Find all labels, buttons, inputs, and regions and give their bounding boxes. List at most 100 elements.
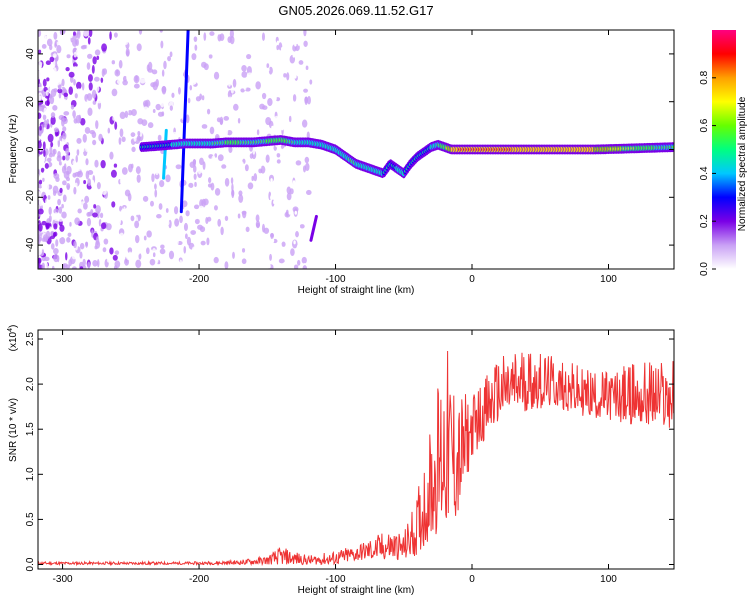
- spectrogram-cell: [130, 215, 135, 222]
- spectrogram-cell: [220, 226, 224, 236]
- spectrogram-cell: [238, 190, 243, 196]
- spectrogram-cell: [297, 41, 301, 46]
- spectrogram-cell: [85, 241, 88, 248]
- spectrogram-y-ticks: -40 -20 0 20 40: [25, 48, 674, 252]
- spectrogram-cell: [82, 133, 87, 143]
- spectrogram-cell: [182, 82, 186, 89]
- spectrogram-cell: [48, 152, 54, 158]
- spectrogram-cell: [100, 160, 106, 169]
- spectrogram-cell: [275, 55, 281, 60]
- spectrogram-cell: [287, 166, 290, 171]
- spectrogram-cell: [206, 102, 210, 109]
- spectrogram-cell: [76, 148, 80, 156]
- y-tick-label: 2.0: [25, 377, 36, 391]
- spectrogram-cell: [65, 79, 71, 86]
- spectrogram-cell: [75, 115, 82, 124]
- spectrogram-cell: [283, 73, 287, 78]
- x-tick-label: -200: [189, 274, 209, 285]
- spectrogram-cell: [224, 215, 229, 221]
- spectrogram-cell: [70, 104, 75, 110]
- spectrogram-cell: [160, 238, 165, 243]
- spectrogram-cell: [276, 153, 281, 158]
- figure-title: GN05.2026.069.11.52.G17: [278, 3, 433, 18]
- spectrogram-cell: [182, 192, 186, 197]
- spectrogram-cell: [127, 247, 133, 254]
- spectrogram-cell: [185, 187, 192, 194]
- spectrogram-cell: [281, 47, 284, 52]
- spectrogram-cell: [301, 256, 307, 264]
- spectrogram-cell: [81, 82, 85, 91]
- spectrogram-cell: [206, 88, 210, 95]
- spectrogram-cell: [74, 217, 80, 226]
- spectrogram-cell: [130, 42, 136, 51]
- spectrogram-cell: [283, 181, 286, 186]
- spectrogram-cell: [101, 189, 107, 195]
- spectrogram-cell: [125, 253, 131, 259]
- spectrogram-cell: [113, 163, 118, 168]
- spectrogram-cell: [84, 195, 90, 204]
- spectrogram-cell: [73, 240, 77, 249]
- spectrogram-cell: [114, 250, 120, 255]
- spectrogram-cell: [40, 167, 45, 173]
- spectrogram-cell: [294, 210, 297, 215]
- spectrogram-cell: [231, 189, 235, 199]
- spectrogram-cell: [275, 97, 281, 102]
- spectrogram-cell: [166, 188, 172, 198]
- spectrogram-cell: [109, 247, 114, 255]
- spectrogram-cell: [108, 139, 114, 144]
- spectrogram-cell: [86, 43, 90, 52]
- spectrogram-cell: [296, 111, 299, 116]
- spectrogram-cell: [248, 196, 255, 203]
- spectrogram-cell: [217, 154, 224, 162]
- spectrogram-cell: [193, 36, 198, 43]
- spectrogram-cell: [271, 30, 274, 34]
- spectrogram-cell: [286, 186, 291, 195]
- colorbar-tick-label: 0.0: [699, 262, 710, 276]
- spectrogram-cell: [142, 129, 147, 138]
- spectrogram-cell: [307, 96, 311, 105]
- spectrogram-cell: [201, 124, 208, 129]
- snr-line: [38, 350, 674, 567]
- x-tick-label: -100: [326, 574, 346, 585]
- spectrogram-cell: [266, 63, 270, 69]
- spectrogram-cell: [38, 208, 44, 215]
- spectrogram-cell: [52, 105, 58, 111]
- spectrogram-cell: [94, 159, 99, 168]
- spectrogram-cell: [238, 194, 244, 203]
- spectrogram-cell: [87, 37, 91, 45]
- spectrogram-cell: [283, 102, 287, 107]
- spectrogram-cell: [288, 115, 292, 123]
- spectrogram-cell: [193, 80, 197, 85]
- spectrogram-cell: [82, 202, 88, 210]
- spectrogram-cell: [72, 172, 77, 178]
- spectrogram-cell: [226, 196, 230, 204]
- spectrogram-cell: [288, 210, 291, 215]
- spectrogram-cell: [112, 44, 117, 53]
- spectrogram-cell: [102, 247, 107, 253]
- spectrogram-cell: [75, 165, 81, 172]
- spectrogram-cell: [72, 110, 76, 119]
- spectrogram-cell: [154, 255, 159, 264]
- spectrogram-cell: [182, 75, 185, 83]
- spectrogram-cell: [113, 265, 118, 269]
- spectrogram-cell: [72, 39, 78, 47]
- spectrogram-cell: [149, 258, 156, 266]
- spectrogram-cell: [290, 95, 293, 100]
- spectrogram-cell: [243, 83, 247, 91]
- spectrogram-cell: [152, 164, 158, 172]
- spectrogram-cell: [269, 33, 272, 38]
- spectrogram-cell: [98, 133, 103, 142]
- spectrogram-cell: [283, 79, 286, 84]
- spectrogram-cell: [71, 253, 77, 260]
- colorbar-tick-label: 0.2: [699, 214, 710, 228]
- spectrogram-cell: [92, 139, 97, 146]
- spectrogram-cell: [160, 98, 165, 108]
- spectrogram-cell: [254, 200, 259, 208]
- spectrogram-cell: [292, 180, 296, 185]
- spectrogram-cell: [141, 175, 148, 181]
- spectrogram-cell: [58, 206, 63, 214]
- spectrogram-cell: [156, 159, 161, 169]
- spectrogram-cell: [124, 231, 131, 237]
- spectrogram-cell: [157, 134, 162, 142]
- spectrogram-cell: [47, 133, 54, 143]
